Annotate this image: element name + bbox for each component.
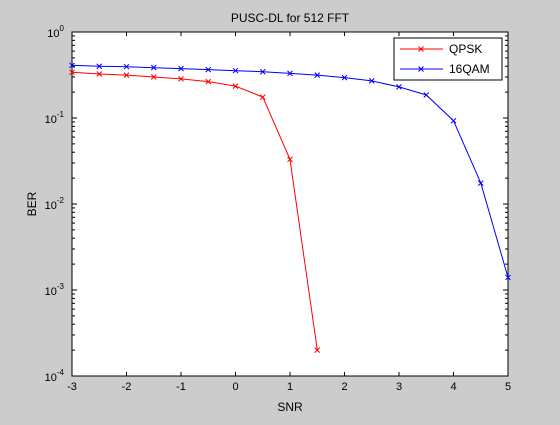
y-tick-label-base: 10 bbox=[47, 28, 59, 40]
data-point-16qam bbox=[368, 78, 375, 84]
x-tick-label: 5 bbox=[505, 381, 511, 393]
data-point-16qam bbox=[259, 68, 266, 75]
data-point-qpsk bbox=[232, 83, 239, 89]
data-point-qpsk bbox=[69, 69, 75, 76]
x-tick-label: -3 bbox=[67, 381, 77, 393]
legend-16qam-label: 16QAM bbox=[449, 62, 490, 76]
x-tick-label: 1 bbox=[287, 381, 293, 393]
data-point-16qam bbox=[123, 63, 130, 70]
data-point-16qam bbox=[150, 64, 157, 71]
y-tick-label-exponent: -4 bbox=[57, 368, 65, 377]
y-tick-label-base: 10 bbox=[45, 200, 57, 212]
data-point-qpsk bbox=[314, 347, 321, 353]
y-tick-label: 10-4 bbox=[45, 368, 65, 384]
data-point-16qam bbox=[505, 274, 511, 281]
data-point-16qam bbox=[423, 92, 430, 98]
legend-qpsk-marker bbox=[418, 46, 424, 52]
y-tick-label: 100 bbox=[47, 24, 64, 40]
legend-box bbox=[393, 37, 503, 81]
series-layer bbox=[69, 62, 511, 353]
data-point-qpsk bbox=[150, 74, 157, 80]
data-point-qpsk bbox=[123, 72, 130, 78]
y-tick-label: 10-1 bbox=[45, 110, 65, 126]
data-point-qpsk bbox=[96, 71, 103, 77]
y-tick-label: 10-2 bbox=[45, 196, 65, 212]
plot-area bbox=[71, 31, 509, 377]
x-tick-label: 2 bbox=[341, 381, 347, 393]
legend-16qam-marker bbox=[418, 66, 424, 72]
data-point-16qam bbox=[314, 72, 321, 78]
chart-title: PUSC-DL for 512 FFT bbox=[231, 11, 350, 25]
y-tick-label-exponent: -2 bbox=[57, 196, 65, 205]
x-tick-label: 0 bbox=[232, 381, 238, 393]
data-point-16qam bbox=[96, 63, 103, 70]
legend: QPSK 16QAM bbox=[393, 37, 503, 81]
data-point-16qam bbox=[232, 67, 239, 74]
data-point-16qam bbox=[341, 74, 348, 81]
data-point-16qam bbox=[396, 84, 402, 90]
y-tick-label-base: 10 bbox=[45, 114, 57, 126]
x-tick-label: 3 bbox=[396, 381, 402, 393]
data-point-16qam bbox=[450, 117, 457, 124]
data-point-qpsk bbox=[287, 156, 293, 163]
data-point-16qam bbox=[69, 62, 75, 69]
y-tick-label-exponent: -3 bbox=[57, 282, 65, 291]
data-point-16qam bbox=[178, 65, 184, 72]
x-tick-label: -2 bbox=[122, 381, 132, 393]
data-point-qpsk bbox=[205, 78, 212, 85]
x-tick-label: 4 bbox=[450, 381, 456, 393]
data-point-16qam bbox=[477, 180, 484, 186]
y-tick-label-exponent: -1 bbox=[57, 110, 65, 119]
series-line-qpsk bbox=[71, 71, 318, 351]
y-tick-label-exponent: 0 bbox=[60, 24, 65, 33]
data-point-16qam bbox=[205, 66, 212, 73]
x-tick-label: -1 bbox=[176, 381, 186, 393]
data-point-16qam bbox=[287, 70, 293, 77]
y-tick-label-base: 10 bbox=[45, 286, 57, 298]
y-axis-label: BER bbox=[25, 191, 39, 216]
y-tick-label-base: 10 bbox=[45, 372, 57, 384]
data-point-qpsk bbox=[259, 94, 266, 100]
legend-qpsk-label: QPSK bbox=[449, 42, 482, 56]
data-point-qpsk bbox=[178, 76, 184, 82]
x-axis-label: SNR bbox=[277, 400, 303, 414]
y-tick-label: 10-3 bbox=[45, 282, 65, 298]
